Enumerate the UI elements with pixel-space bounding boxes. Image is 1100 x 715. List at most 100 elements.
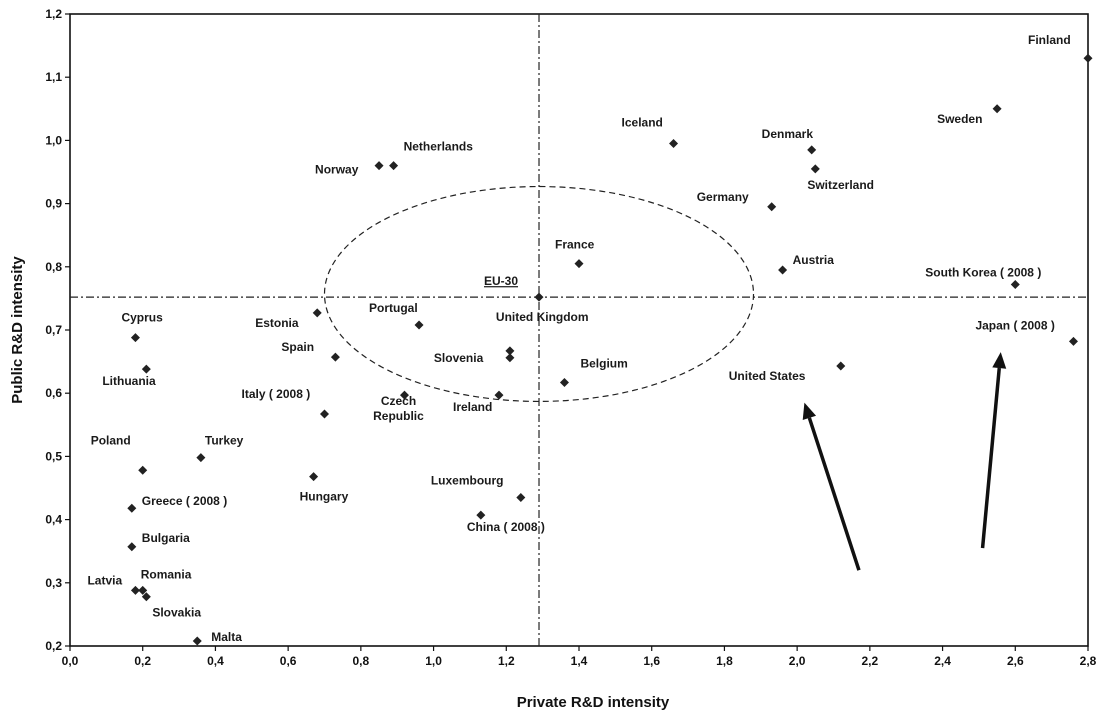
point-netherlands	[389, 161, 399, 171]
label-eu-30: EU-30	[484, 274, 518, 288]
y-tick-label: 1,1	[45, 70, 62, 84]
label-sweden: Sweden	[937, 112, 982, 126]
x-tick-label: 1,4	[571, 654, 588, 668]
point-poland	[138, 465, 148, 475]
label-bulgaria: Bulgaria	[142, 531, 190, 545]
point-united-states	[836, 361, 846, 371]
point-belgium	[559, 377, 569, 387]
x-tick-label: 0,4	[207, 654, 224, 668]
point-romania	[138, 585, 148, 595]
point-south-korea-2008	[1010, 279, 1020, 289]
point-czech-republic	[399, 390, 409, 400]
point-iceland	[669, 139, 679, 149]
label-italy-2008: Italy ( 2008 )	[242, 387, 311, 401]
point-slovenia	[505, 353, 515, 363]
point-finland	[1083, 53, 1093, 63]
point-united-kingdom	[505, 346, 515, 356]
x-tick-label: 2,0	[789, 654, 806, 668]
x-tick-label: 0,6	[280, 654, 297, 668]
label-slovakia: Slovakia	[152, 606, 201, 620]
eu-average-ellipse	[323, 185, 755, 403]
x-tick-label: 2,6	[1007, 654, 1024, 668]
point-sweden	[992, 104, 1002, 114]
point-italy-2008	[320, 409, 329, 419]
point-turkey	[196, 453, 206, 463]
x-tick-label: 0,0	[62, 654, 79, 668]
y-tick-label: 0,5	[45, 449, 62, 463]
point-eu-30	[534, 292, 544, 302]
label-luxembourg: Luxembourg	[431, 473, 504, 487]
x-tick-label: 1,0	[425, 654, 442, 668]
y-tick-label: 1,2	[45, 7, 62, 21]
label-slovenia: Slovenia	[434, 351, 484, 365]
x-tick-label: 1,8	[716, 654, 733, 668]
label-south-korea-2008: South Korea ( 2008 )	[925, 265, 1041, 279]
label-estonia: Estonia	[255, 316, 299, 330]
label-greece-2008: Greece ( 2008 )	[142, 494, 227, 508]
x-tick-label: 2,8	[1080, 654, 1097, 668]
label-switzerland: Switzerland	[807, 178, 874, 192]
label-belgium: Belgium	[580, 356, 627, 370]
label-cyprus: Cyprus	[121, 311, 163, 325]
x-tick-label: 2,2	[862, 654, 879, 668]
point-japan-2008	[1068, 336, 1078, 346]
point-hungary	[309, 472, 319, 482]
arrow-2-head	[992, 352, 1007, 369]
y-tick-label: 0,9	[45, 197, 62, 211]
y-tick-label: 0,2	[45, 639, 62, 653]
label-czech-republic: Czech Republic	[373, 394, 424, 423]
label-netherlands: Netherlands	[404, 140, 474, 154]
label-austria: Austria	[793, 253, 835, 267]
point-luxembourg	[516, 492, 526, 502]
point-china-2008	[476, 510, 486, 520]
label-latvia: Latvia	[87, 573, 122, 587]
point-france	[574, 259, 584, 269]
arrow-1-head	[802, 402, 817, 421]
point-portugal	[414, 320, 424, 330]
label-japan-2008: Japan ( 2008 )	[975, 318, 1054, 332]
points-layer	[127, 53, 1093, 646]
point-slovakia	[141, 592, 151, 602]
y-tick-label: 0,7	[45, 323, 62, 337]
y-tick-label: 0,6	[45, 386, 62, 400]
label-malta: Malta	[211, 630, 242, 644]
label-portugal: Portugal	[369, 301, 418, 315]
label-ireland: Ireland	[453, 400, 492, 414]
point-switzerland	[810, 164, 820, 174]
x-tick-label: 1,2	[498, 654, 515, 668]
label-germany: Germany	[697, 190, 749, 204]
label-iceland: Iceland	[622, 116, 663, 130]
label-lithuania: Lithuania	[102, 374, 156, 388]
label-spain: Spain	[281, 340, 314, 354]
label-france: France	[555, 238, 595, 252]
plot-frame	[69, 13, 1089, 647]
x-axis-title: Private R&D intensity	[517, 694, 670, 711]
point-austria	[778, 265, 788, 275]
point-cyprus	[130, 333, 140, 343]
label-hungary: Hungary	[300, 490, 349, 504]
point-ireland	[494, 390, 504, 400]
x-tick-label: 0,8	[353, 654, 370, 668]
point-lithuania	[141, 364, 151, 374]
reference-layer	[70, 14, 1088, 646]
label-finland: Finland	[1028, 33, 1071, 47]
point-greece-2008	[127, 503, 137, 513]
label-united-states: United States	[729, 369, 806, 383]
point-malta	[192, 636, 202, 646]
arrow-1-shaft	[807, 417, 861, 571]
label-china-2008: China ( 2008 )	[467, 520, 545, 534]
label-turkey: Turkey	[205, 434, 244, 448]
labels-layer: Finland Sweden Iceland Denmark Switzerland Ne…	[87, 33, 1070, 644]
point-denmark	[807, 145, 817, 155]
label-romania: Romania	[141, 567, 192, 581]
point-germany	[767, 202, 777, 212]
point-estonia	[312, 308, 322, 318]
label-united-kingdom: United Kingdom	[496, 310, 589, 324]
arrows-layer	[802, 352, 1007, 571]
y-tick-label: 0,3	[45, 576, 62, 590]
x-tick-label: 2,4	[934, 654, 951, 668]
arrow-2-shaft	[980, 367, 1002, 549]
y-tick-label: 0,8	[45, 260, 62, 274]
